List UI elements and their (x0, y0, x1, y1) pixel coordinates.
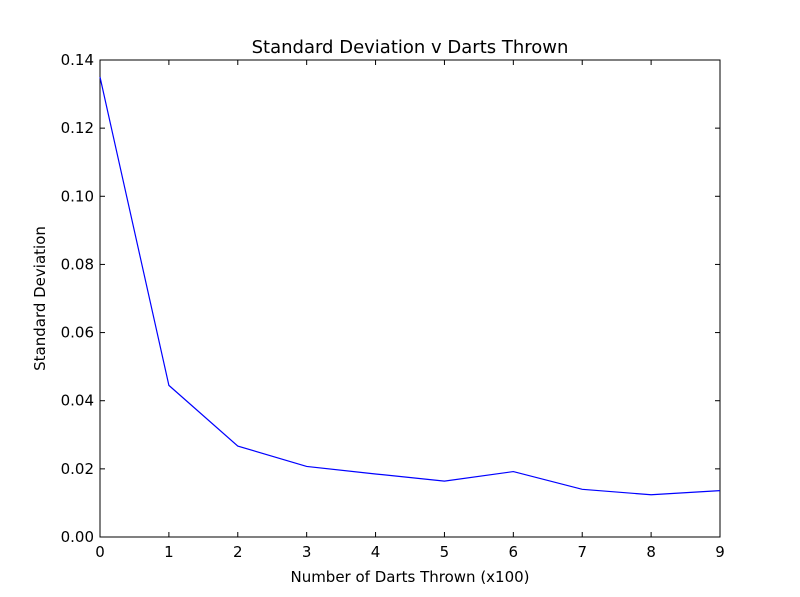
y-axis-ticks: 0.00 0.02 0.04 0.06 0.08 0.10 0.12 0.14 (61, 51, 720, 546)
y-tick-label: 0.12 (61, 119, 94, 137)
y-axis-label: Standard Deviation (31, 226, 49, 371)
y-tick-label: 0.06 (61, 324, 94, 342)
x-tick-label: 2 (233, 543, 243, 561)
series-line (99, 76, 721, 496)
plot-area (99, 59, 721, 538)
x-tick-label: 1 (164, 543, 174, 561)
y-tick-label: 0.04 (61, 392, 94, 410)
chart-title: Standard Deviation v Darts Thrown (252, 37, 569, 58)
x-tick-label: 5 (440, 543, 450, 561)
y-tick-label: 0.10 (61, 187, 94, 205)
x-tick-label: 4 (371, 543, 381, 561)
x-tick-label: 6 (509, 543, 519, 561)
x-axis-label: Number of Darts Thrown (x100) (290, 568, 529, 586)
x-tick-label: 9 (715, 543, 725, 561)
y-tick-label: 0.14 (61, 51, 94, 69)
y-tick-label: 0.00 (61, 528, 94, 546)
x-tick-label: 7 (577, 543, 587, 561)
series-layer (99, 76, 721, 496)
y-tick-label: 0.08 (61, 255, 94, 273)
x-axis-ticks: 0 1 2 3 4 5 6 7 8 9 (95, 60, 725, 561)
y-tick-label: 0.02 (61, 460, 94, 478)
x-tick-label: 8 (646, 543, 656, 561)
x-tick-label: 3 (302, 543, 312, 561)
x-tick-label: 0 (95, 543, 105, 561)
